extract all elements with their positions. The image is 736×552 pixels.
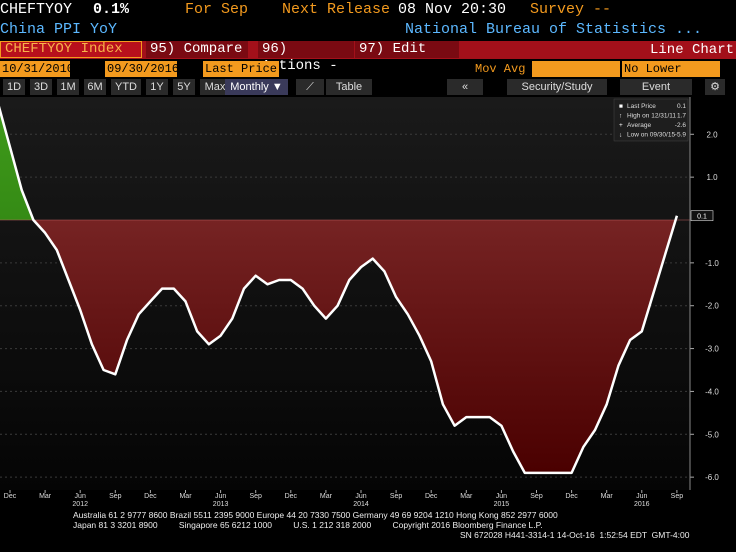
x-tick-label: Sep	[671, 493, 684, 500]
source: National Bureau of Statistics ...	[405, 21, 703, 38]
security-field[interactable]: CHEFTYOY Index	[0, 41, 142, 58]
last-price-label: 0.1	[697, 214, 707, 221]
mov-avg-field[interactable]	[532, 61, 620, 77]
legend-value: 1.7	[677, 113, 686, 120]
footer-line: SN 672028 H441-3314-1 14-Oct-16 1:52:54 …	[460, 530, 690, 540]
release-date: 08 Nov 20:30	[398, 1, 507, 18]
y-tick-label: -5.0	[705, 430, 719, 439]
period-button[interactable]: 6M	[84, 79, 106, 95]
legend-symbol: ↑	[619, 113, 622, 120]
period-button[interactable]: 1D	[3, 79, 25, 95]
chart-type: Line Chart	[650, 42, 735, 58]
x-year-label: 2013	[213, 501, 229, 508]
last-value: 0.1%	[93, 1, 130, 18]
x-tick-label: Mar	[39, 493, 52, 500]
mov-avg-label: Mov Avg	[475, 62, 526, 76]
x-tick-label: Jun	[496, 493, 507, 500]
survey: Survey --	[530, 1, 612, 18]
x-tick-label: Jun	[215, 493, 226, 500]
x-tick-label: Mar	[320, 493, 333, 500]
x-tick-label: Sep	[109, 493, 122, 500]
edit-button[interactable]: 97) Edit	[355, 41, 459, 58]
x-tick-label: Dec	[144, 493, 157, 500]
x-tick-label: Sep	[530, 493, 543, 500]
area-below	[0, 220, 677, 473]
period-button[interactable]: 5Y	[173, 79, 195, 95]
x-tick-label: Mar	[179, 493, 192, 500]
y-tick-label: -2.0	[705, 302, 719, 311]
y-tick-label: -3.0	[705, 345, 719, 354]
legend-box	[613, 98, 689, 142]
legend-value: -2.6	[675, 122, 687, 129]
x-tick-label: Sep	[249, 493, 262, 500]
event-button[interactable]: Event	[620, 79, 692, 95]
x-year-label: 2016	[634, 501, 650, 508]
legend-value: -5.9	[675, 132, 687, 139]
actions-button[interactable]: 96) Actions -	[258, 41, 354, 74]
x-year-label: 2014	[353, 501, 369, 508]
study-button[interactable]: Security/Study	[507, 79, 607, 95]
y-tick-label: -1.0	[705, 259, 719, 268]
x-tick-label: Mar	[460, 493, 473, 500]
x-tick-label: Mar	[601, 493, 614, 500]
period-button[interactable]: 1Y	[146, 79, 168, 95]
legend-label: Average	[627, 122, 651, 129]
period-button[interactable]: YTD	[111, 79, 141, 95]
x-tick-label: Jun	[355, 493, 366, 500]
x-tick-label: Dec	[565, 493, 578, 500]
x-tick-label: Dec	[285, 493, 298, 500]
x-tick-label: Dec	[4, 493, 17, 500]
legend-label: Low on 09/30/15	[627, 132, 675, 139]
legend-label: Last Price	[627, 103, 656, 110]
ticker: CHEFTYOY	[0, 1, 73, 18]
period-button[interactable]: Max	[200, 79, 230, 95]
period-button[interactable]: 1M	[57, 79, 79, 95]
period: For Sep	[185, 1, 249, 18]
x-year-label: 2012	[72, 501, 88, 508]
y-tick-label: -6.0	[705, 473, 719, 482]
description: China PPI YoY	[0, 21, 118, 38]
settings-button[interactable]: ⚙	[705, 79, 725, 95]
footer-line: Australia 61 2 9777 8600 Brazil 5511 239…	[73, 510, 558, 520]
legend-symbol: +	[619, 122, 623, 129]
chart-icon[interactable]: ⟋	[296, 79, 324, 95]
x-tick-label: Jun	[75, 493, 86, 500]
legend-value: 0.1	[677, 103, 686, 110]
frequency[interactable]: Monthly ▼	[225, 79, 288, 95]
x-tick-label: Jun	[636, 493, 647, 500]
x-tick-label: Dec	[425, 493, 438, 500]
y-tick-label: 1.0	[706, 173, 718, 182]
y-tick-label: 2.0	[706, 130, 718, 139]
x-tick-label: Sep	[390, 493, 403, 500]
line	[0, 105, 679, 475]
back-button[interactable]: «	[447, 79, 483, 95]
footer-line: Japan 81 3 3201 8900 Singapore 65 6212 1…	[73, 520, 543, 530]
end-date[interactable]: 09/30/2016	[105, 61, 180, 77]
start-date[interactable]: 10/31/2010	[0, 61, 75, 77]
legend-symbol: ■	[619, 103, 623, 110]
release-label: Next Release	[282, 1, 391, 18]
field-select[interactable]: Last Price	[203, 61, 279, 77]
table-button[interactable]: Table	[326, 79, 372, 95]
y-tick-label: -4.0	[705, 387, 719, 396]
legend-symbol: ↓	[619, 132, 622, 139]
last-price-tag	[690, 210, 714, 222]
compare-button[interactable]: 95) Compare	[146, 41, 248, 58]
legend-label: High on 12/31/11	[627, 113, 676, 120]
x-year-label: 2015	[494, 501, 510, 508]
period-button[interactable]: 3D	[30, 79, 52, 95]
